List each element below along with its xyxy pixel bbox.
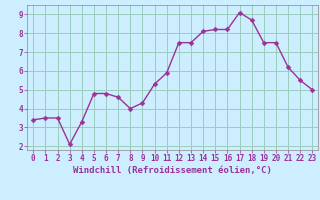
X-axis label: Windchill (Refroidissement éolien,°C): Windchill (Refroidissement éolien,°C) <box>73 166 272 175</box>
